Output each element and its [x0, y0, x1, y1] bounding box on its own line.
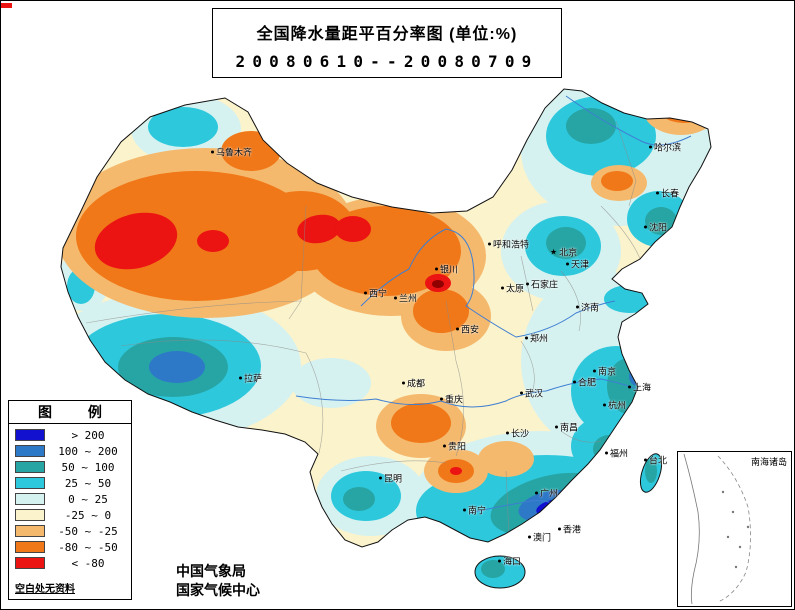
legend-item: -50 ~ -25 — [15, 524, 131, 538]
legend-label: -25 ~ 0 — [64, 508, 112, 522]
legend-label: < -80 — [71, 556, 105, 570]
legend-label: -80 ~ -50 — [58, 540, 118, 554]
legend-label: -50 ~ -25 — [58, 524, 118, 538]
map-title-box: 全国降水量距平百分率图 (单位:%) 20080610--20080709 — [212, 8, 562, 78]
hainan-outline — [474, 555, 526, 589]
legend-label: 50 ~ 100 — [61, 460, 115, 474]
legend-item: 25 ~ 50 — [15, 476, 131, 490]
legend-swatch — [15, 445, 45, 457]
map-date-range: 20080610--20080709 — [235, 52, 539, 71]
credit-center: 国家气候中心 — [176, 582, 260, 598]
taiwan-outline — [639, 453, 663, 493]
legend-item: 0 ~ 25 — [15, 492, 131, 506]
south-china-sea-inset: 南海诸岛 — [677, 451, 792, 607]
legend-item: 100 ~ 200 — [15, 444, 131, 458]
inset-islands — [721, 490, 750, 569]
legend-swatch — [15, 429, 45, 441]
legend-swatch — [15, 477, 45, 489]
credits: 中国气象局 国家气候中心 — [176, 562, 260, 600]
credit-agency: 中国气象局 — [176, 563, 246, 579]
songhua-river — [565, 95, 692, 146]
legend-swatch — [15, 557, 45, 569]
china-outline — [60, 88, 712, 548]
legend-item: -80 ~ -50 — [15, 540, 131, 554]
deficit-regions — [61, 89, 711, 493]
corner-red-mark — [1, 3, 12, 8]
legend-item: > 200 — [15, 428, 131, 442]
inset-label: 南海诸岛 — [750, 457, 787, 467]
legend-swatch — [15, 493, 45, 505]
no-data-note: 空白处无资料 — [15, 584, 75, 595]
yangtze-river — [295, 378, 638, 408]
legend: 图 例 > 200 100 ~ 200 50 ~ 100 25 ~ 50 0 ~ 25 -… — [8, 400, 132, 600]
legend-label: > 200 — [71, 428, 105, 442]
legend-label: 0 ~ 25 — [68, 492, 108, 506]
legend-swatch — [15, 509, 45, 521]
legend-item: -25 ~ 0 — [15, 508, 131, 522]
legend-item: < -80 — [15, 556, 131, 570]
inset-map — [683, 453, 751, 605]
legend-swatch — [15, 525, 45, 537]
legend-label: 25 ~ 50 — [64, 476, 112, 490]
legend-items: > 200 100 ~ 200 50 ~ 100 25 ~ 50 0 ~ 25 -25 ~… — [9, 424, 131, 570]
province-borders — [85, 120, 642, 537]
legend-item: 50 ~ 100 — [15, 460, 131, 474]
legend-label: 100 ~ 200 — [58, 444, 118, 458]
yellow-river — [360, 228, 616, 338]
legend-swatch — [15, 541, 45, 553]
map-title: 全国降水量距平百分率图 (单位:%) — [256, 26, 518, 43]
legend-swatch — [15, 461, 45, 473]
legend-title: 图 例 — [9, 401, 131, 424]
